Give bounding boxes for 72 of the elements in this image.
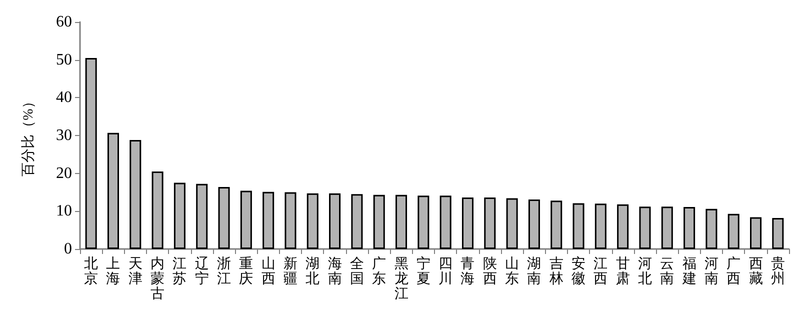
bar [684,207,696,249]
bar [174,182,186,249]
y-tick-label: 40 [56,89,72,106]
bar [329,193,341,249]
x-tick-label: 贵州 [770,256,785,287]
y-tick-label: 0 [64,240,72,258]
bar [462,198,474,249]
bar [107,132,119,249]
x-tick-label: 江苏 [172,256,187,287]
x-tick-label: 上海 [106,256,120,287]
bar [484,198,496,249]
y-tick-label: 50 [56,51,72,68]
x-tick-label: 黑龙江 [394,257,408,302]
bar [85,58,97,249]
bar [617,204,629,249]
x-tick-label: 湖南 [527,256,542,287]
bar [373,194,385,249]
x-tick-label: 云南 [660,257,674,287]
bar [152,171,164,249]
x-tick-label: 宁夏 [416,256,430,287]
x-tick-label: 河南 [704,256,718,287]
bar [528,199,540,249]
bar [418,196,430,249]
bar [262,192,274,249]
x-tick-label: 内蒙古 [150,256,165,302]
x-tick-label: 全国 [350,256,364,287]
x-tick-label: 山西 [261,256,276,287]
x-tick-label: 新疆 [283,256,298,287]
x-tick-label: 重庆 [239,256,254,287]
x-tick-label: 山东 [505,256,520,287]
x-tick-label: 北京 [84,256,98,287]
x-tick-label: 安徽 [572,256,586,287]
x-tick-label: 河北 [638,256,652,287]
y-tick-label: 30 [56,127,72,144]
x-tick-label: 陕西 [482,256,497,287]
x-tick-label: 湖北 [306,256,320,287]
bar [196,184,208,249]
x-tick-label: 辽宁 [194,256,209,287]
bar [218,186,230,249]
x-tick-label: 天津 [128,257,142,287]
y-tick-label: 60 [56,14,72,30]
x-tick-label: 吉林 [548,256,564,287]
bar [661,206,673,249]
x-tick-label: 西藏 [748,257,763,287]
bar [306,193,318,249]
bar [594,204,606,249]
y-axis-title: 百分比（%） [20,94,36,176]
x-tick-label: 江西 [594,256,608,287]
bar [728,214,740,249]
x-tick-label: 广西 [726,256,741,287]
y-tick-label: 10 [56,202,72,220]
bar [639,206,651,249]
bar [240,190,252,249]
bar [396,194,408,249]
bar [706,208,718,249]
x-tick-label: 浙江 [217,256,232,287]
x-tick-label: 广东 [372,256,386,287]
bar [351,194,363,249]
bar [572,203,584,249]
bar [130,140,142,249]
x-tick-label: 海南 [328,256,342,287]
bar [284,192,296,249]
bar [750,217,762,249]
bar [506,198,518,249]
bar [772,218,784,249]
x-tick-label: 福建 [681,256,696,287]
x-tick-label: 甘肃 [616,256,630,287]
bar [550,200,562,249]
bar [440,196,452,249]
x-tick-label: 青海 [460,256,475,287]
x-tick-label: 四川 [438,257,453,287]
y-tick-label: 20 [56,164,72,182]
